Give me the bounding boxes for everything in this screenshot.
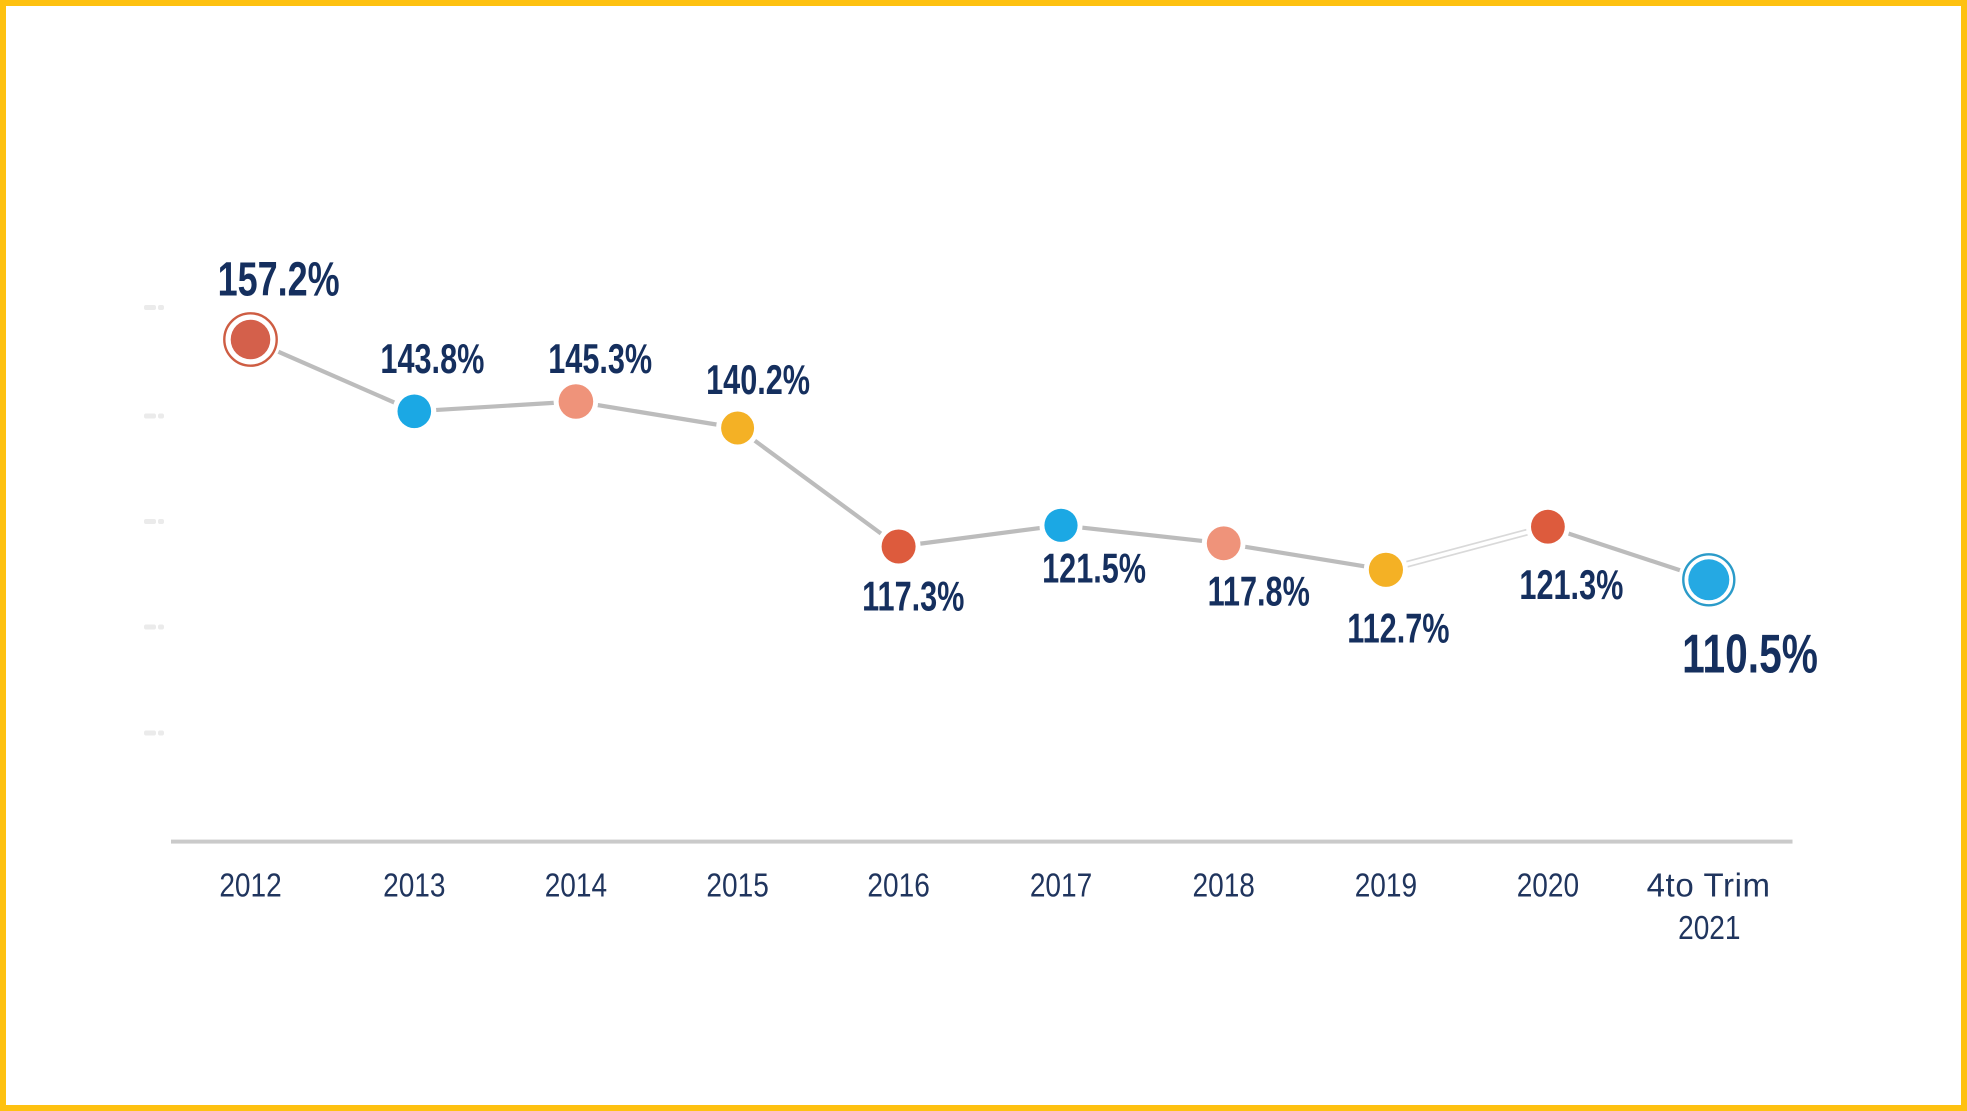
svg-text:145.3%: 145.3% xyxy=(548,335,652,382)
svg-text:2013: 2013 xyxy=(383,867,445,904)
svg-text:2015: 2015 xyxy=(706,867,768,904)
svg-text:2014: 2014 xyxy=(545,867,607,904)
svg-text:157.2%: 157.2% xyxy=(218,253,340,306)
svg-text:143.8%: 143.8% xyxy=(380,335,484,382)
svg-text:117.3%: 117.3% xyxy=(862,573,964,620)
svg-text:117.8%: 117.8% xyxy=(1208,568,1310,615)
svg-text:4to Trim: 4to Trim xyxy=(1647,867,1771,904)
svg-text:140.2%: 140.2% xyxy=(706,356,810,403)
svg-text:2019: 2019 xyxy=(1355,867,1417,904)
svg-text:112.7%: 112.7% xyxy=(1347,605,1449,652)
svg-text:2021: 2021 xyxy=(1678,910,1740,947)
svg-text:2018: 2018 xyxy=(1193,867,1255,904)
svg-text:2017: 2017 xyxy=(1030,867,1092,904)
svg-text:121.5%: 121.5% xyxy=(1042,545,1146,592)
svg-text:2012: 2012 xyxy=(219,867,281,904)
svg-text:2020: 2020 xyxy=(1517,867,1579,904)
svg-text:2016: 2016 xyxy=(867,867,929,904)
svg-text:121.3%: 121.3% xyxy=(1519,562,1623,609)
svg-text:110.5%: 110.5% xyxy=(1682,624,1818,685)
